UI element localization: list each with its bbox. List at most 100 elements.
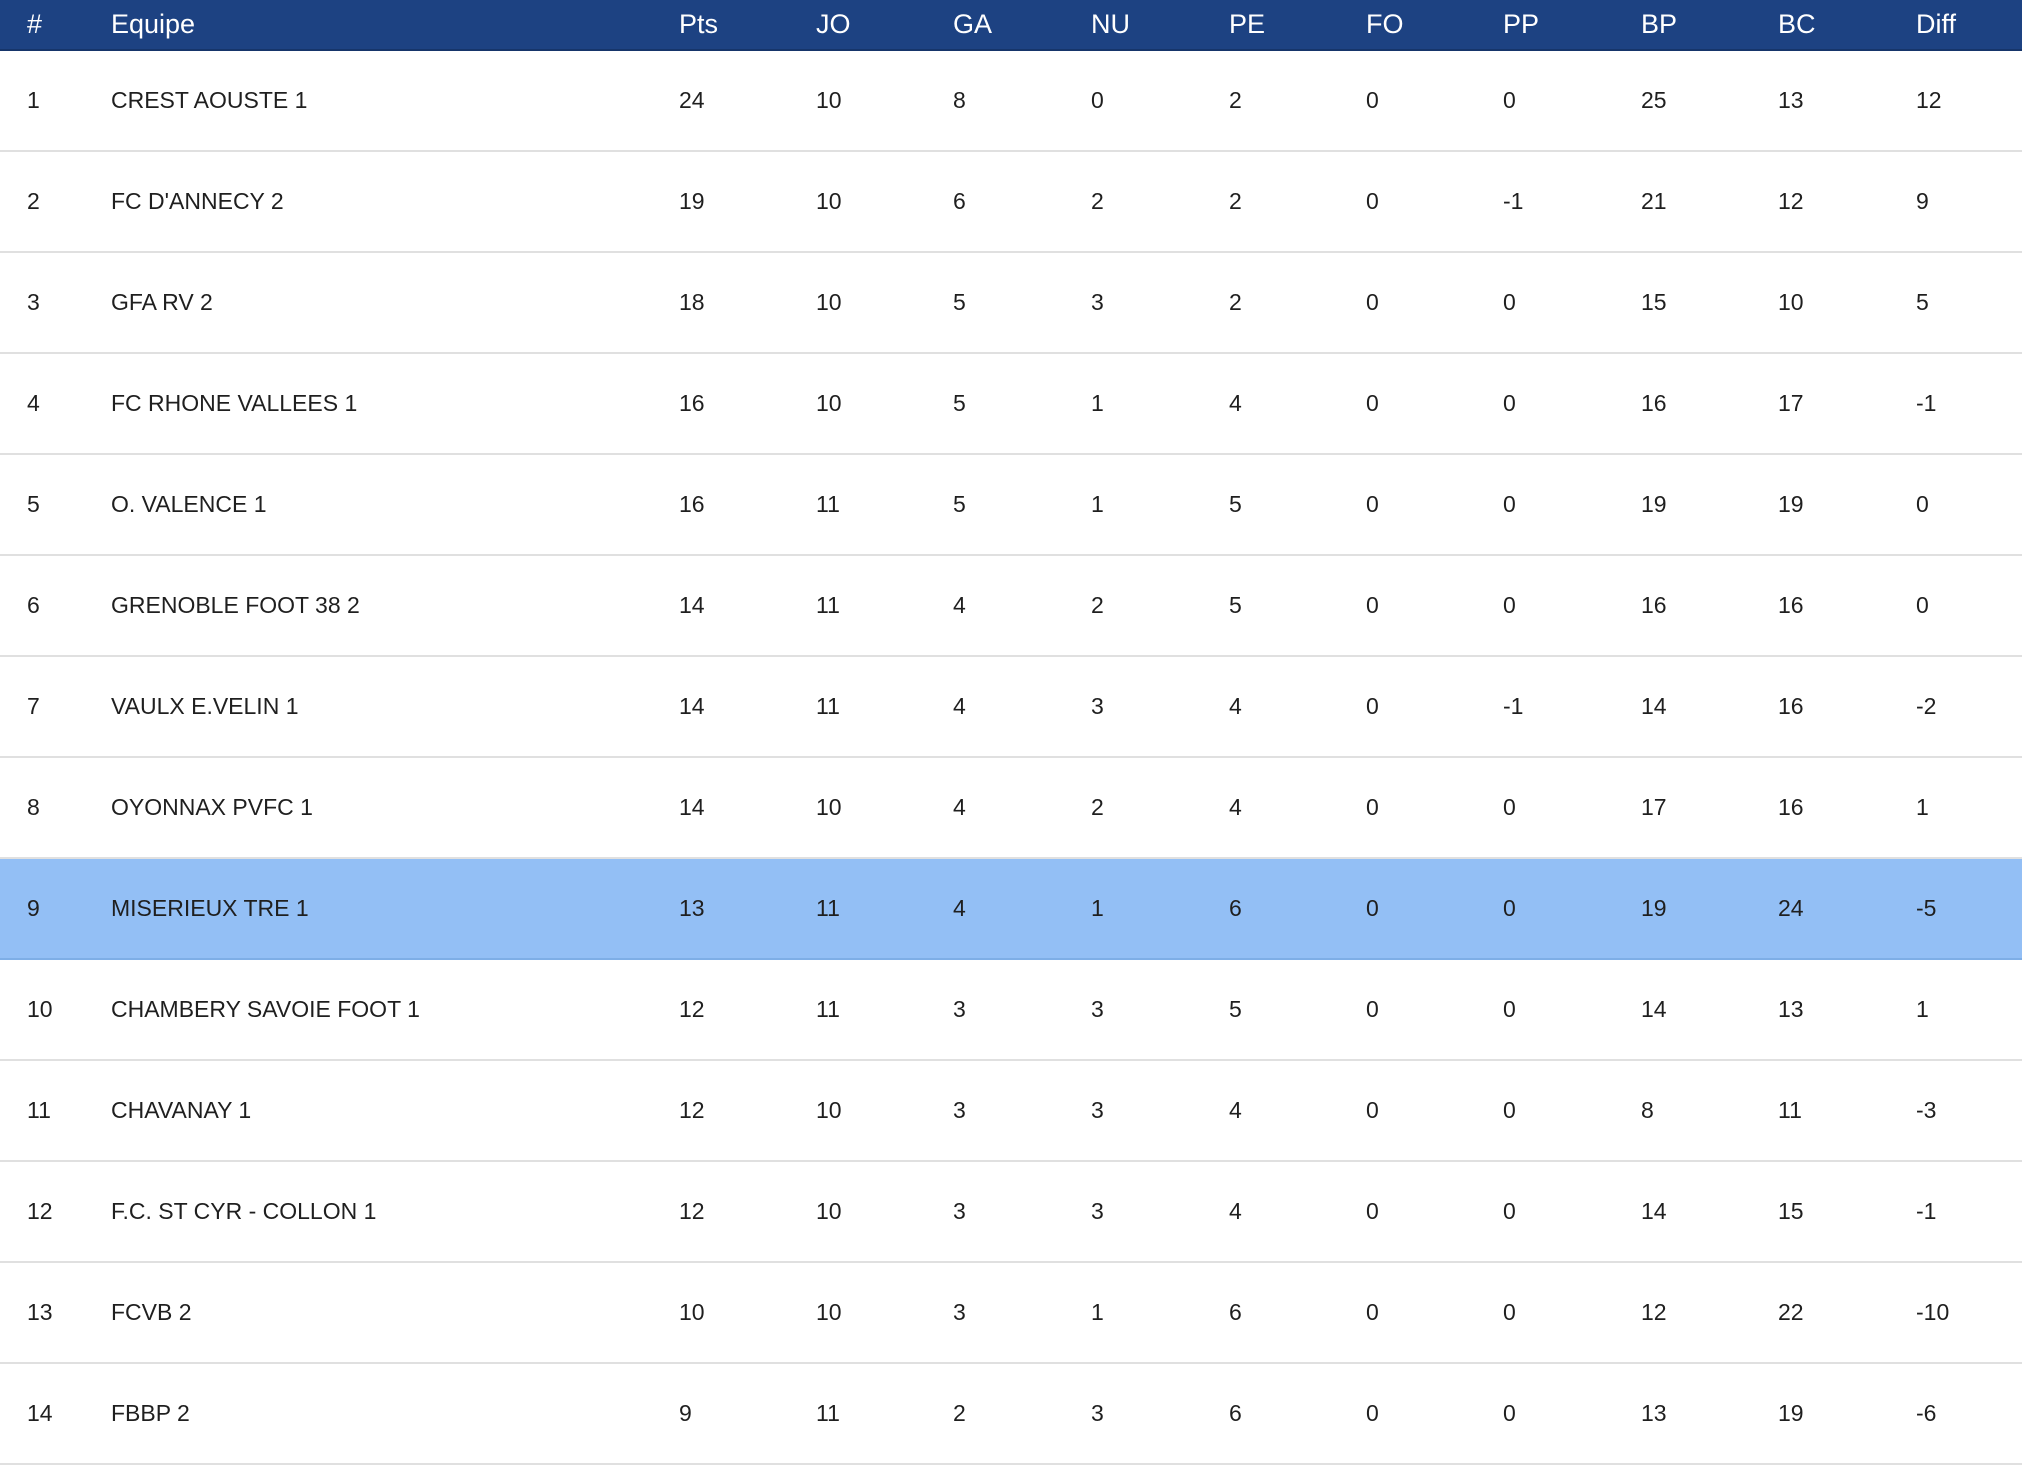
forfeit-cell: 0 <box>1366 693 1379 719</box>
played-cell: 11 <box>816 895 840 921</box>
forfeit-cell: 0 <box>1366 1299 1379 1325</box>
rank-cell: 3 <box>27 289 40 315</box>
team-name[interactable]: F.C. ST CYR - COLLON 1 <box>111 1198 377 1224</box>
table-row[interactable]: 5 O. VALENCE 1 16 11 5 1 5 0 0 19 19 0 <box>0 455 2022 556</box>
won-cell: 3 <box>953 996 966 1022</box>
table-row[interactable]: 14 FBBP 2 9 11 2 3 6 0 0 13 19 -6 <box>0 1364 2022 1465</box>
table-row[interactable]: 3 GFA RV 2 18 10 5 3 2 0 0 15 10 5 <box>0 253 2022 354</box>
team-name[interactable]: CREST AOUSTE 1 <box>111 87 308 113</box>
points-cell: 12 <box>679 1198 705 1224</box>
lost-cell: 4 <box>1229 794 1242 820</box>
won-cell: 4 <box>953 895 966 921</box>
column-header-goal-difference[interactable]: Diff <box>1916 9 1957 39</box>
table-row[interactable]: 8 OYONNAX PVFC 1 14 10 4 2 4 0 0 17 16 1 <box>0 758 2022 859</box>
column-header-rank[interactable]: # <box>27 9 43 39</box>
table-header: # Equipe Pts JO GA NU PE FO PP BP BC Dif… <box>0 0 2022 51</box>
lost-cell: 4 <box>1229 693 1242 719</box>
forfeit-cell: 0 <box>1366 1097 1379 1123</box>
goals-against-cell: 15 <box>1778 1198 1804 1224</box>
goal-difference-cell: -1 <box>1916 1198 1937 1224</box>
forfeit-cell: 0 <box>1366 794 1379 820</box>
goals-against-cell: 13 <box>1778 87 1804 113</box>
penalty-points-cell: 0 <box>1503 1400 1516 1426</box>
column-header-goals-for[interactable]: BP <box>1641 9 1678 39</box>
penalty-points-cell: 0 <box>1503 895 1516 921</box>
goals-against-cell: 13 <box>1778 996 1804 1022</box>
column-header-penalty-points[interactable]: PP <box>1503 9 1540 39</box>
goal-difference-cell: -6 <box>1916 1400 1937 1426</box>
table-row-highlighted[interactable]: 9 MISERIEUX TRE 1 13 11 4 1 6 0 0 19 24 -5 <box>0 859 2022 960</box>
lost-cell: 2 <box>1229 188 1242 214</box>
column-header-played[interactable]: JO <box>816 9 851 39</box>
points-cell: 14 <box>679 693 705 719</box>
team-name[interactable]: FCVB 2 <box>111 1299 192 1325</box>
goals-for-cell: 14 <box>1641 1198 1667 1224</box>
penalty-points-cell: -1 <box>1503 693 1524 719</box>
rank-cell: 13 <box>27 1299 53 1325</box>
goals-against-cell: 11 <box>1778 1097 1802 1123</box>
column-header-points[interactable]: Pts <box>679 9 719 39</box>
team-name[interactable]: VAULX E.VELIN 1 <box>111 693 299 719</box>
played-cell: 11 <box>816 1400 840 1426</box>
team-name[interactable]: CHAMBERY SAVOIE FOOT 1 <box>111 996 420 1022</box>
column-header-goals-against[interactable]: BC <box>1778 9 1816 39</box>
column-header-lost[interactable]: PE <box>1229 9 1266 39</box>
goals-for-cell: 14 <box>1641 996 1667 1022</box>
rank-cell: 10 <box>27 996 53 1022</box>
drawn-cell: 1 <box>1091 390 1104 416</box>
goals-against-cell: 12 <box>1778 188 1804 214</box>
penalty-points-cell: 0 <box>1503 1299 1516 1325</box>
lost-cell: 5 <box>1229 592 1242 618</box>
table-row[interactable]: 4 FC RHONE VALLEES 1 16 10 5 1 4 0 0 16 17 -1 <box>0 354 2022 455</box>
table-row[interactable]: 6 GRENOBLE FOOT 38 2 14 11 4 2 5 0 0 16 16 0 <box>0 556 2022 657</box>
team-name[interactable]: FBBP 2 <box>111 1400 190 1426</box>
points-cell: 13 <box>679 895 705 921</box>
penalty-points-cell: 0 <box>1503 87 1516 113</box>
column-header-won[interactable]: GA <box>953 9 993 39</box>
forfeit-cell: 0 <box>1366 895 1379 921</box>
penalty-points-cell: 0 <box>1503 491 1516 517</box>
forfeit-cell: 0 <box>1366 491 1379 517</box>
table-row[interactable]: 11 CHAVANAY 1 12 10 3 3 4 0 0 8 11 -3 <box>0 1061 2022 1162</box>
team-name[interactable]: CHAVANAY 1 <box>111 1097 252 1123</box>
team-name[interactable]: O. VALENCE 1 <box>111 491 267 517</box>
played-cell: 11 <box>816 491 840 517</box>
goals-for-cell: 16 <box>1641 390 1667 416</box>
rank-cell: 4 <box>27 390 40 416</box>
forfeit-cell: 0 <box>1366 1400 1379 1426</box>
column-header-team[interactable]: Equipe <box>111 9 196 39</box>
table-row[interactable]: 13 FCVB 2 10 10 3 1 6 0 0 12 22 -10 <box>0 1263 2022 1364</box>
lost-cell: 5 <box>1229 491 1242 517</box>
goals-against-cell: 10 <box>1778 289 1804 315</box>
played-cell: 11 <box>816 592 840 618</box>
rank-cell: 6 <box>27 592 40 618</box>
goal-difference-cell: 9 <box>1916 188 1929 214</box>
won-cell: 6 <box>953 188 966 214</box>
table-row[interactable]: 2 FC D'ANNECY 2 19 10 6 2 2 0 -1 21 12 9 <box>0 152 2022 253</box>
table-row[interactable]: 1 CREST AOUSTE 1 24 10 8 0 2 0 0 25 13 12 <box>0 51 2022 152</box>
drawn-cell: 2 <box>1091 188 1104 214</box>
team-name[interactable]: GFA RV 2 <box>111 289 213 315</box>
team-name[interactable]: FC RHONE VALLEES 1 <box>111 390 358 416</box>
lost-cell: 2 <box>1229 87 1242 113</box>
team-name[interactable]: MISERIEUX TRE 1 <box>111 895 309 921</box>
rank-cell: 11 <box>27 1097 51 1123</box>
team-name[interactable]: OYONNAX PVFC 1 <box>111 794 313 820</box>
rank-cell: 5 <box>27 491 40 517</box>
won-cell: 4 <box>953 592 966 618</box>
goal-difference-cell: -5 <box>1916 895 1937 921</box>
rank-cell: 8 <box>27 794 40 820</box>
won-cell: 4 <box>953 794 966 820</box>
lost-cell: 6 <box>1229 1400 1242 1426</box>
team-name[interactable]: GRENOBLE FOOT 38 2 <box>111 592 360 618</box>
goals-for-cell: 13 <box>1641 1400 1667 1426</box>
column-header-forfeit[interactable]: FO <box>1366 9 1404 39</box>
team-name[interactable]: FC D'ANNECY 2 <box>111 188 284 214</box>
table-body: 1 CREST AOUSTE 1 24 10 8 0 2 0 0 25 13 12 2 FC D'ANNE… <box>0 51 2022 1465</box>
table-row[interactable]: 7 VAULX E.VELIN 1 14 11 4 3 4 0 -1 14 16 -2 <box>0 657 2022 758</box>
column-header-drawn[interactable]: NU <box>1091 9 1130 39</box>
played-cell: 10 <box>816 1097 842 1123</box>
table-row[interactable]: 10 CHAMBERY SAVOIE FOOT 1 12 11 3 3 5 0 0 14 13 1 <box>0 960 2022 1061</box>
table-row[interactable]: 12 F.C. ST CYR - COLLON 1 12 10 3 3 4 0 0 14 15 -1 <box>0 1162 2022 1263</box>
